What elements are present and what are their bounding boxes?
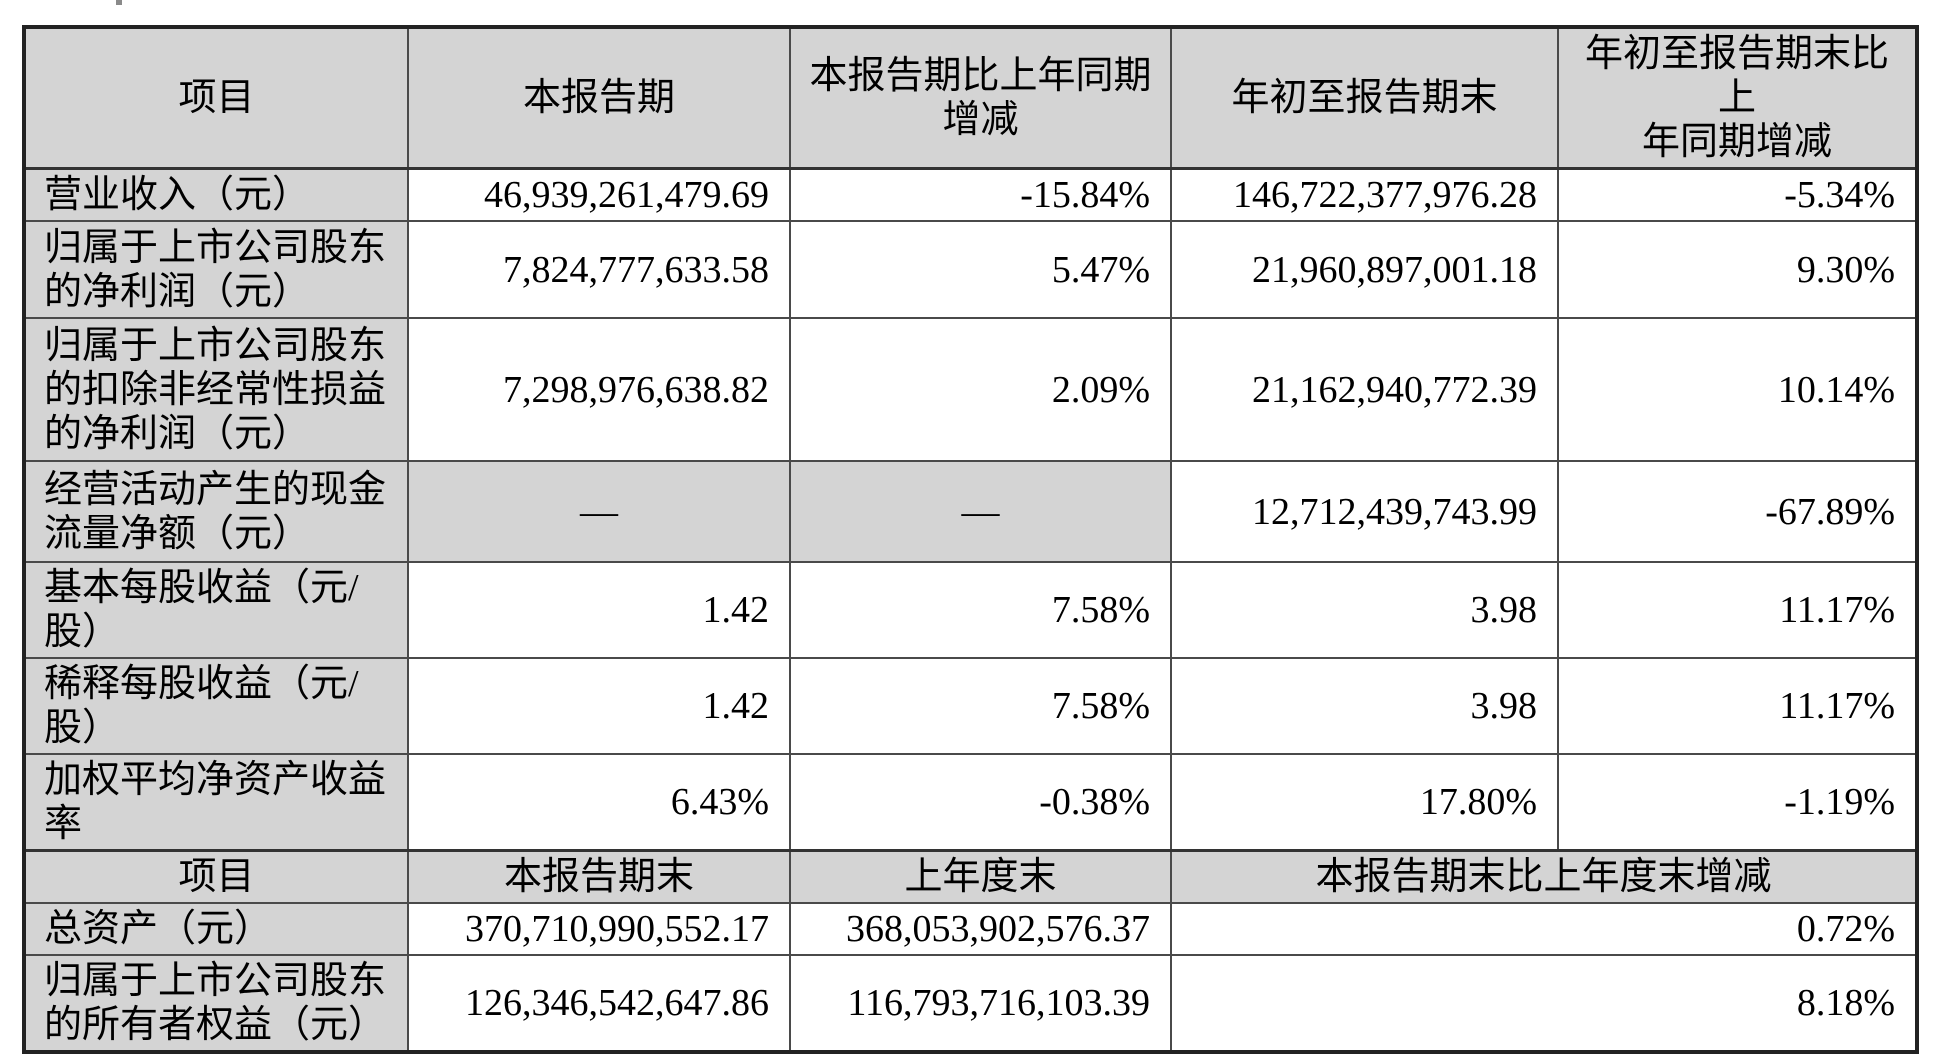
value-change: 8.18% bbox=[1170, 954, 1918, 1053]
header-item: 项目 bbox=[23, 26, 409, 170]
section2-header-row: 项目 本报告期末 上年度末 本报告期末比上年度末增减 bbox=[23, 849, 1918, 904]
header-ytd-vs-prior: 年初至报告期末比上 年同期增减 bbox=[1557, 26, 1918, 170]
value-prior-year-end: 116,793,716,103.39 bbox=[789, 954, 1172, 1053]
value-period-end: 126,346,542,647.86 bbox=[407, 954, 791, 1053]
row-label: 基本每股收益（元/ 股） bbox=[23, 561, 409, 659]
value-ytd-vs-prior: 11.17% bbox=[1557, 561, 1918, 659]
value-current: 7,824,777,633.58 bbox=[407, 220, 791, 319]
table-row: 稀释每股收益（元/ 股） 1.42 7.58% 3.98 11.17% bbox=[23, 657, 1918, 755]
header-item: 项目 bbox=[23, 849, 409, 904]
value-period-end: 370,710,990,552.17 bbox=[407, 902, 791, 956]
table-row: 归属于上市公司股东 的所有者权益（元） 126,346,542,647.86 1… bbox=[23, 954, 1918, 1053]
value-ytd-vs-prior: 11.17% bbox=[1557, 657, 1918, 755]
value-ytd: 146,722,377,976.28 bbox=[1170, 167, 1559, 222]
row-label: 稀释每股收益（元/ 股） bbox=[23, 657, 409, 755]
value-ytd: 17.80% bbox=[1170, 753, 1559, 852]
row-label: 归属于上市公司股东 的扣除非经常性损益 的净利润（元） bbox=[23, 317, 409, 462]
header-current-vs-prior: 本报告期比上年同期 增减 bbox=[789, 26, 1172, 170]
row-label: 总资产（元） bbox=[23, 902, 409, 956]
table-row: 归属于上市公司股东 的扣除非经常性损益 的净利润（元） 7,298,976,63… bbox=[23, 317, 1918, 462]
value-ytd-vs-prior: 9.30% bbox=[1557, 220, 1918, 319]
value-current: 46,939,261,479.69 bbox=[407, 167, 791, 222]
value-ytd: 3.98 bbox=[1170, 561, 1559, 659]
value-current-vs-prior: 2.09% bbox=[789, 317, 1172, 462]
financial-summary-table: 项目 本报告期 本报告期比上年同期 增减 年初至报告期末 年初至报告期末比上 年… bbox=[22, 25, 1919, 1054]
value-ytd-vs-prior: -5.34% bbox=[1557, 167, 1918, 222]
value-current-vs-prior: 5.47% bbox=[789, 220, 1172, 319]
report-page: { "page": { "stray_mark": "" }, "colors"… bbox=[22, 0, 1919, 1054]
value-current-vs-prior: -0.38% bbox=[789, 753, 1172, 852]
value-current-vs-prior: 7.58% bbox=[789, 657, 1172, 755]
value-prior-year-end: 368,053,902,576.37 bbox=[789, 902, 1172, 956]
value-ytd-vs-prior: -67.89% bbox=[1557, 460, 1918, 563]
row-label: 营业收入（元） bbox=[23, 167, 409, 222]
value-ytd: 3.98 bbox=[1170, 657, 1559, 755]
header-period-end-vs-prior-year-end: 本报告期末比上年度末增减 bbox=[1170, 849, 1918, 904]
value-current: 6.43% bbox=[407, 753, 791, 852]
value-ytd-vs-prior: 10.14% bbox=[1557, 317, 1918, 462]
header-current-period: 本报告期 bbox=[407, 26, 791, 170]
row-label: 归属于上市公司股东 的净利润（元） bbox=[23, 220, 409, 319]
header-period-end: 本报告期末 bbox=[407, 849, 791, 904]
value-current: 7,298,976,638.82 bbox=[407, 317, 791, 462]
table-row: 总资产（元） 370,710,990,552.17 368,053,902,57… bbox=[23, 902, 1918, 956]
value-current-vs-prior: 7.58% bbox=[789, 561, 1172, 659]
value-current: 1.42 bbox=[407, 561, 791, 659]
row-label: 加权平均净资产收益 率 bbox=[23, 753, 409, 852]
row-label: 归属于上市公司股东 的所有者权益（元） bbox=[23, 954, 409, 1053]
value-ytd: 12,712,439,743.99 bbox=[1170, 460, 1559, 563]
value-change: 0.72% bbox=[1170, 902, 1918, 956]
table-row: 基本每股收益（元/ 股） 1.42 7.58% 3.98 11.17% bbox=[23, 561, 1918, 659]
table-row: 营业收入（元） 46,939,261,479.69 -15.84% 146,72… bbox=[23, 167, 1918, 222]
row-label: 经营活动产生的现金 流量净额（元） bbox=[23, 460, 409, 563]
value-current-vs-prior: — bbox=[789, 460, 1172, 563]
table-row: 归属于上市公司股东 的净利润（元） 7,824,777,633.58 5.47%… bbox=[23, 220, 1918, 319]
table-row: 加权平均净资产收益 率 6.43% -0.38% 17.80% -1.19% bbox=[23, 753, 1918, 852]
value-ytd: 21,162,940,772.39 bbox=[1170, 317, 1559, 462]
value-current: — bbox=[407, 460, 791, 563]
value-ytd: 21,960,897,001.18 bbox=[1170, 220, 1559, 319]
section1-header-row: 项目 本报告期 本报告期比上年同期 增减 年初至报告期末 年初至报告期末比上 年… bbox=[23, 26, 1918, 170]
stray-ink-mark bbox=[116, 0, 122, 5]
value-current: 1.42 bbox=[407, 657, 791, 755]
header-ytd: 年初至报告期末 bbox=[1170, 26, 1559, 170]
table-row: 经营活动产生的现金 流量净额（元） — — 12,712,439,743.99 … bbox=[23, 460, 1918, 563]
value-current-vs-prior: -15.84% bbox=[789, 167, 1172, 222]
value-ytd-vs-prior: -1.19% bbox=[1557, 753, 1918, 852]
header-prior-year-end: 上年度末 bbox=[789, 849, 1172, 904]
